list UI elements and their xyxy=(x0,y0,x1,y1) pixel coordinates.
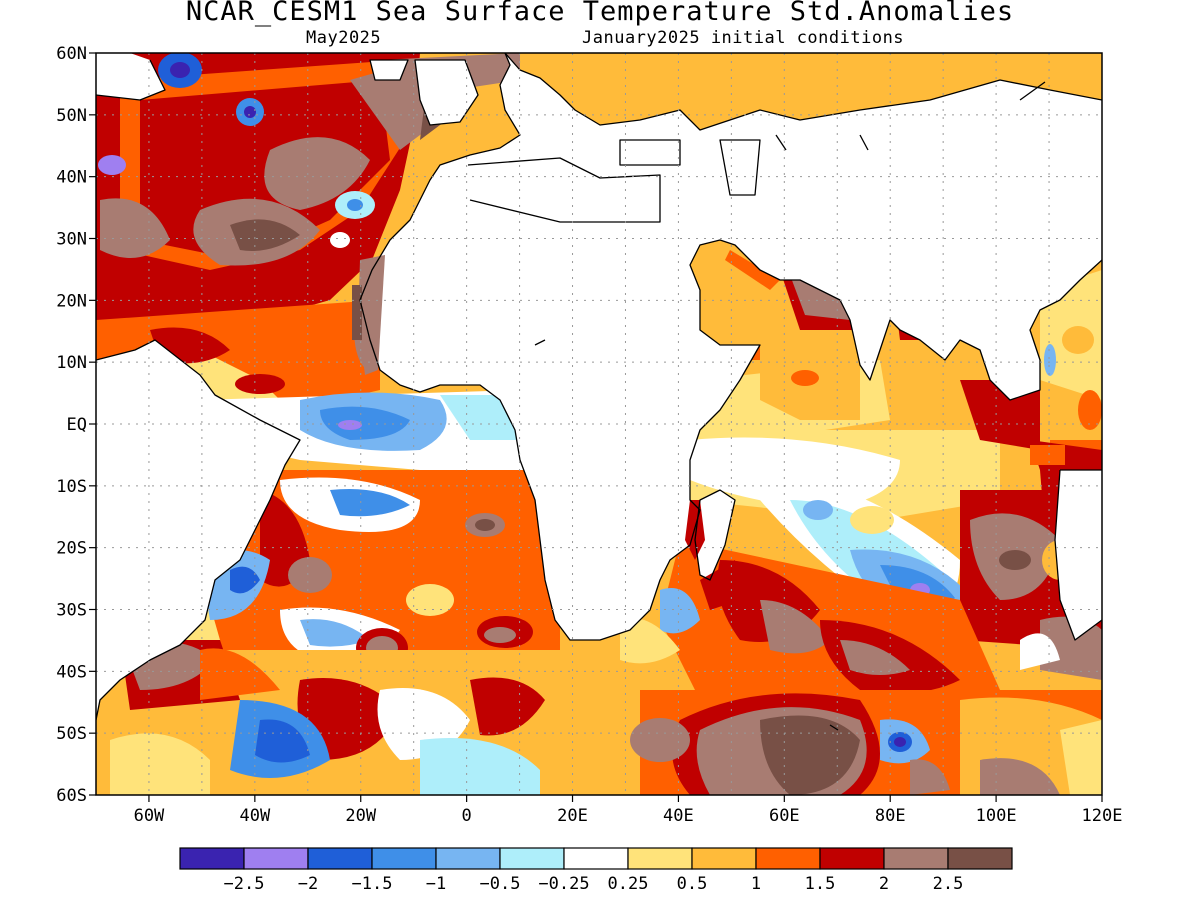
lon-label: 60W xyxy=(134,806,165,826)
colorbar-swatch xyxy=(819,847,885,870)
colorbar-swatch xyxy=(947,847,1013,870)
colorbar-swatch xyxy=(435,847,501,870)
colorbar-label: 2.5 xyxy=(933,874,964,894)
lat-label: 50S xyxy=(56,724,87,744)
lat-label: 10N xyxy=(56,353,87,373)
colorbar-swatch xyxy=(691,847,757,870)
lat-label: 30S xyxy=(56,601,87,621)
colorbar: −2.5 −2 −1.5 −1 −0.5 −0.25 0.25 0.5 1 1.5 2 2.5 xyxy=(179,847,1013,894)
lat-label: 30N xyxy=(56,230,87,250)
lon-label: 60E xyxy=(769,806,800,826)
initial-conditions: January2025 initial conditions xyxy=(582,28,905,48)
lon-label: 120E xyxy=(1082,806,1123,826)
lat-label: 20N xyxy=(56,291,87,311)
lon-label: 0 xyxy=(462,806,472,826)
colorbar-label: 1.5 xyxy=(805,874,836,894)
colorbar-swatch xyxy=(883,847,949,870)
colorbar-swatch xyxy=(243,847,309,870)
colorbar-swatch xyxy=(627,847,693,870)
colorbar-label: −2 xyxy=(298,874,318,894)
colorbar-label: 2 xyxy=(879,874,889,894)
colorbar-swatch xyxy=(755,847,821,870)
colorbar-swatch xyxy=(179,847,245,870)
colorbar-label: 1 xyxy=(751,874,761,894)
colorbar-label: 0.25 xyxy=(608,874,649,894)
lon-label: 40W xyxy=(239,806,270,826)
lat-label: 60S xyxy=(56,786,87,806)
lon-label: 20W xyxy=(345,806,376,826)
colorbar-label: −0.5 xyxy=(480,874,521,894)
lat-label: 50N xyxy=(56,106,87,126)
forecast-month: May2025 xyxy=(306,28,382,48)
coastlines xyxy=(96,53,1102,731)
map-title: NCAR_CESM1 Sea Surface Temperature Std.A… xyxy=(185,0,1015,27)
lat-label: 40N xyxy=(56,168,87,188)
axis-ticks xyxy=(89,52,1103,802)
anomaly-field xyxy=(96,53,1102,795)
colorbar-label: −1.5 xyxy=(352,874,393,894)
lon-label: 80E xyxy=(875,806,906,826)
lat-label: 10S xyxy=(56,477,87,497)
lon-label: 20E xyxy=(557,806,588,826)
colorbar-label: −0.25 xyxy=(538,874,589,894)
lat-label: 60N xyxy=(56,44,87,64)
colorbar-swatch xyxy=(563,847,629,870)
lon-label: 100E xyxy=(976,806,1017,826)
longitude-labels: 60W 40W 20W 0 20E 40E 60E 80E 100E 120E xyxy=(134,806,1123,826)
lat-label: 40S xyxy=(56,662,87,682)
lat-label: 20S xyxy=(56,539,87,559)
colorbar-label: −1 xyxy=(426,874,446,894)
latitude-labels: 60N 50N 40N 30N 20N 10N EQ 10S 20S 30S 40S 50S 60S xyxy=(56,44,87,806)
colorbar-swatch xyxy=(499,847,565,870)
colorbar-swatch xyxy=(307,847,373,870)
colorbar-label: 0.5 xyxy=(677,874,708,894)
colorbar-label: −2.5 xyxy=(224,874,265,894)
lon-label: 40E xyxy=(663,806,694,826)
lat-label: EQ xyxy=(67,415,87,435)
colorbar-swatch xyxy=(371,847,437,870)
